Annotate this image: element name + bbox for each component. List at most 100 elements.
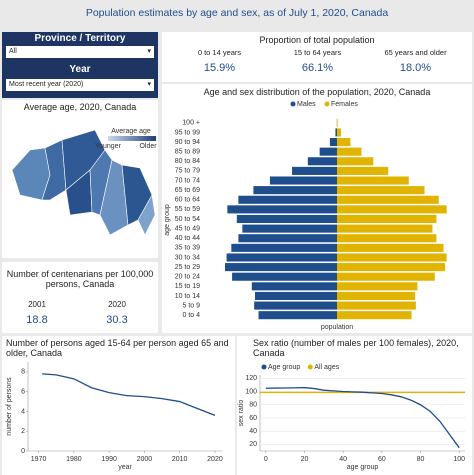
bar [319, 147, 337, 156]
province-select[interactable]: All [6, 46, 154, 58]
page-title: Population estimates by age and sex, as … [85, 7, 389, 19]
bar [238, 195, 337, 204]
x-tick-label: 80 [417, 456, 425, 463]
chart-title: Age and sex distribution of the populati… [203, 87, 431, 97]
panel-title: Average age, 2020, Canada [23, 102, 137, 112]
legend-marker [261, 364, 267, 370]
bar [335, 128, 337, 137]
kpi-label: 2020 [108, 300, 126, 309]
x-tick-label: 60 [378, 456, 386, 463]
x-tick-label: 2010 [172, 456, 188, 463]
legend-label: Males [297, 101, 316, 108]
kpi-label: 0 to 14 years [197, 48, 242, 57]
kpi-label: 2001 [28, 300, 46, 309]
y-axis-label: number of persons [6, 377, 13, 436]
y-tick-label: 100 + [182, 120, 200, 127]
y-tick-label: 40 [249, 428, 257, 435]
y-tick-label: 55 to 59 [175, 206, 200, 213]
bar [337, 243, 444, 252]
kpi-label: 15 to 64 years [293, 48, 342, 57]
y-tick-label: 2 [21, 428, 25, 435]
y-tick-label: 10 to 14 [175, 293, 200, 300]
bar [269, 176, 337, 185]
y-tick-label: 5 to 9 [182, 302, 200, 309]
kpi-value: 30.3 [106, 314, 128, 326]
bar [337, 147, 362, 156]
x-tick-label: 20 [301, 456, 309, 463]
y-tick-label: 80 to 84 [175, 158, 200, 165]
bar [337, 253, 447, 262]
legend-marker [307, 364, 313, 370]
kpi-value: 66.1% [301, 62, 334, 74]
x-tick-label: 2000 [137, 456, 153, 463]
y-tick-label: 0 to 4 [182, 312, 200, 319]
bar [337, 118, 338, 127]
x-tick-label: 1970 [31, 456, 47, 463]
x-tick-label: 1980 [66, 456, 82, 463]
bar [337, 263, 446, 272]
y-tick-label: 45 to 49 [175, 225, 200, 232]
legend-marker [324, 101, 330, 107]
line [42, 373, 216, 417]
y-tick-label: 40 to 44 [175, 235, 200, 242]
legend-gradient [108, 136, 156, 141]
bar [337, 195, 439, 204]
year-select[interactable]: Most recent year (2020) [6, 79, 154, 91]
legend-label: Age group [268, 364, 300, 371]
y-tick-label: 75 to 79 [175, 168, 200, 175]
y-tick-label: 60 [249, 415, 257, 422]
filter-label: Year [69, 64, 91, 75]
y-tick-label: 95 to 99 [175, 129, 200, 136]
bar [238, 234, 337, 243]
y-tick-label: 20 to 24 [175, 274, 200, 281]
map [11, 129, 156, 236]
bar [337, 291, 416, 300]
bar [337, 311, 412, 320]
x-tick-label: 2020 [207, 456, 223, 463]
bar [232, 272, 337, 281]
bar [251, 282, 337, 291]
x-axis-label: population [321, 324, 353, 331]
bar [292, 166, 337, 175]
map-region [137, 194, 156, 236]
y-tick-label: 50 to 54 [175, 216, 200, 223]
proportion-panel: Proportion of total population 0 to 14 y… [162, 32, 472, 82]
chart-title: Number of persons aged 15-64 per person … [6, 338, 229, 358]
centenarians-panel: Number of centenarians per 100,000 perso… [2, 262, 158, 333]
bar [337, 301, 416, 310]
x-axis-label: year [118, 464, 132, 471]
legend-label: Females [331, 101, 358, 108]
kpi-value: 18.8 [26, 314, 48, 326]
bar [337, 176, 409, 185]
bar [236, 214, 337, 224]
y-tick-label: 120 [245, 375, 257, 382]
bar [227, 205, 337, 214]
y-tick-label: 0 [21, 448, 25, 455]
y-tick-label: 85 to 89 [175, 149, 200, 156]
legend-label: All ages [314, 364, 339, 371]
y-tick-label: 4 [21, 408, 25, 415]
bar [307, 157, 337, 166]
bar [225, 263, 337, 272]
dependency-panel: Number of persons aged 15-64 per person … [2, 336, 235, 475]
bar [254, 301, 337, 310]
y-tick-label: 8 [21, 369, 25, 376]
bar [242, 224, 337, 233]
bar [337, 224, 433, 233]
kpi-value: 15.9% [203, 62, 236, 74]
bar [337, 128, 341, 137]
bar [258, 311, 337, 320]
bar [337, 282, 418, 291]
sex-ratio-panel: Sex ratio (number of males per 100 femal… [237, 336, 472, 475]
x-tick-label: 1990 [101, 456, 117, 463]
legend-title: Average age [111, 128, 151, 135]
y-tick-label: 80 [249, 402, 257, 409]
x-tick-label: 100 [453, 456, 465, 463]
panel-title: Proportion of total population [259, 35, 375, 45]
y-tick-label: 15 to 19 [175, 283, 200, 290]
y-tick-label: 6 [21, 389, 25, 396]
kpi-label: 65 years and older [384, 48, 447, 57]
bar [337, 166, 389, 175]
